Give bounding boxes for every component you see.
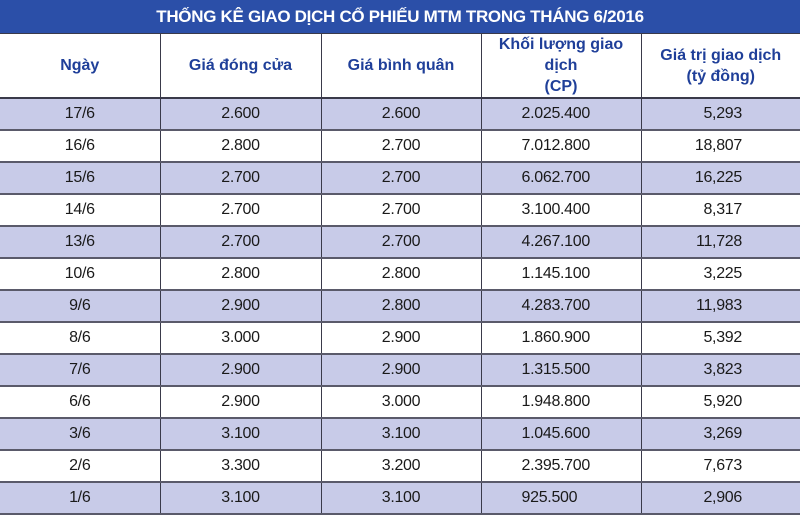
table-row: 9/6 2.900 2.800 4.283.700 11,983 (0, 290, 800, 323)
table-row: 3/6 3.100 3.100 1.045.600 3,269 (0, 418, 800, 451)
cell-value: 3,269 (640, 418, 800, 451)
cell-value: 3,225 (640, 258, 800, 291)
cell-close: 3.100 (159, 418, 322, 451)
cell-avg: 3.100 (320, 418, 482, 451)
cell-close: 2.700 (159, 162, 322, 195)
header-value: Giá trị giao dịch (tỷ đồng) (640, 34, 800, 99)
cell-value: 8,317 (640, 194, 800, 227)
cell-date: 16/6 (0, 130, 161, 163)
cell-date: 14/6 (0, 194, 161, 227)
cell-volume: 1.948.800 (480, 386, 642, 419)
cell-avg: 2.800 (320, 258, 482, 291)
cell-avg: 2.700 (320, 226, 482, 259)
cell-date: 9/6 (0, 290, 161, 323)
cell-volume: 1.315.500 (480, 354, 642, 387)
cell-date: 2/6 (0, 450, 161, 483)
header-volume: Khối lượng giao dịch (CP) (480, 34, 642, 99)
cell-volume: 4.267.100 (480, 226, 642, 259)
cell-date: 15/6 (0, 162, 161, 195)
cell-date: 13/6 (0, 226, 161, 259)
cell-close: 2.800 (159, 258, 322, 291)
cell-volume: 7.012.800 (480, 130, 642, 163)
table-row: 1/6 3.100 3.100 925.500 2,906 (0, 482, 800, 515)
cell-close: 3.100 (159, 482, 322, 515)
table-row: 14/6 2.700 2.700 3.100.400 8,317 (0, 194, 800, 227)
cell-close: 2.800 (159, 130, 322, 163)
table-row: 13/6 2.700 2.700 4.267.100 11,728 (0, 226, 800, 259)
cell-avg: 2.900 (320, 322, 482, 355)
table-row: 10/6 2.800 2.800 1.145.100 3,225 (0, 258, 800, 291)
cell-volume: 925.500 (480, 482, 642, 515)
table-title: THỐNG KÊ GIAO DỊCH CỔ PHIẾU MTM TRONG TH… (0, 0, 800, 34)
table-row: 16/6 2.800 2.700 7.012.800 18,807 (0, 130, 800, 163)
cell-value: 16,225 (640, 162, 800, 195)
cell-volume: 1.860.900 (480, 322, 642, 355)
cell-avg: 2.800 (320, 290, 482, 323)
cell-close: 3.000 (159, 322, 322, 355)
cell-close: 2.900 (159, 386, 322, 419)
cell-value: 5,293 (640, 98, 800, 131)
table-row: 15/6 2.700 2.700 6.062.700 16,225 (0, 162, 800, 195)
header-date: Ngày (0, 34, 161, 99)
cell-close: 2.900 (159, 354, 322, 387)
cell-date: 10/6 (0, 258, 161, 291)
cell-date: 8/6 (0, 322, 161, 355)
cell-value: 18,807 (640, 130, 800, 163)
table-row: 2/6 3.300 3.200 2.395.700 7,673 (0, 450, 800, 483)
cell-date: 6/6 (0, 386, 161, 419)
cell-close: 2.900 (159, 290, 322, 323)
cell-volume: 1.145.100 (480, 258, 642, 291)
stock-trading-table: Ngày Giá đóng cửa Giá bình quân Khối lượ… (0, 34, 800, 515)
cell-date: 1/6 (0, 482, 161, 515)
cell-volume: 2.025.400 (480, 98, 642, 131)
cell-value: 11,983 (640, 290, 800, 323)
cell-volume: 2.395.700 (480, 450, 642, 483)
cell-avg: 2.900 (320, 354, 482, 387)
cell-date: 3/6 (0, 418, 161, 451)
cell-date: 7/6 (0, 354, 161, 387)
cell-value: 3,823 (640, 354, 800, 387)
cell-avg: 3.000 (320, 386, 482, 419)
table-row: 17/6 2.600 2.600 2.025.400 5,293 (0, 98, 800, 131)
cell-volume: 1.045.600 (480, 418, 642, 451)
cell-volume: 3.100.400 (480, 194, 642, 227)
cell-avg: 3.200 (320, 450, 482, 483)
cell-value: 2,906 (640, 482, 800, 515)
cell-avg: 2.700 (320, 162, 482, 195)
cell-close: 3.300 (159, 450, 322, 483)
cell-avg: 3.100 (320, 482, 482, 515)
header-row: Ngày Giá đóng cửa Giá bình quân Khối lượ… (0, 34, 800, 99)
cell-volume: 4.283.700 (480, 290, 642, 323)
table-row: 8/6 3.000 2.900 1.860.900 5,392 (0, 322, 800, 355)
cell-avg: 2.600 (320, 98, 482, 131)
table-row: 7/6 2.900 2.900 1.315.500 3,823 (0, 354, 800, 387)
cell-value: 5,920 (640, 386, 800, 419)
header-avg-price: Giá bình quân (320, 34, 482, 99)
cell-avg: 2.700 (320, 130, 482, 163)
cell-close: 2.700 (159, 226, 322, 259)
cell-value: 5,392 (640, 322, 800, 355)
cell-value: 7,673 (640, 450, 800, 483)
header-close-price: Giá đóng cửa (159, 34, 322, 99)
cell-avg: 2.700 (320, 194, 482, 227)
table-row: 6/6 2.900 3.000 1.948.800 5,920 (0, 386, 800, 419)
cell-close: 2.700 (159, 194, 322, 227)
cell-volume: 6.062.700 (480, 162, 642, 195)
cell-value: 11,728 (640, 226, 800, 259)
cell-date: 17/6 (0, 98, 161, 131)
cell-close: 2.600 (159, 98, 322, 131)
